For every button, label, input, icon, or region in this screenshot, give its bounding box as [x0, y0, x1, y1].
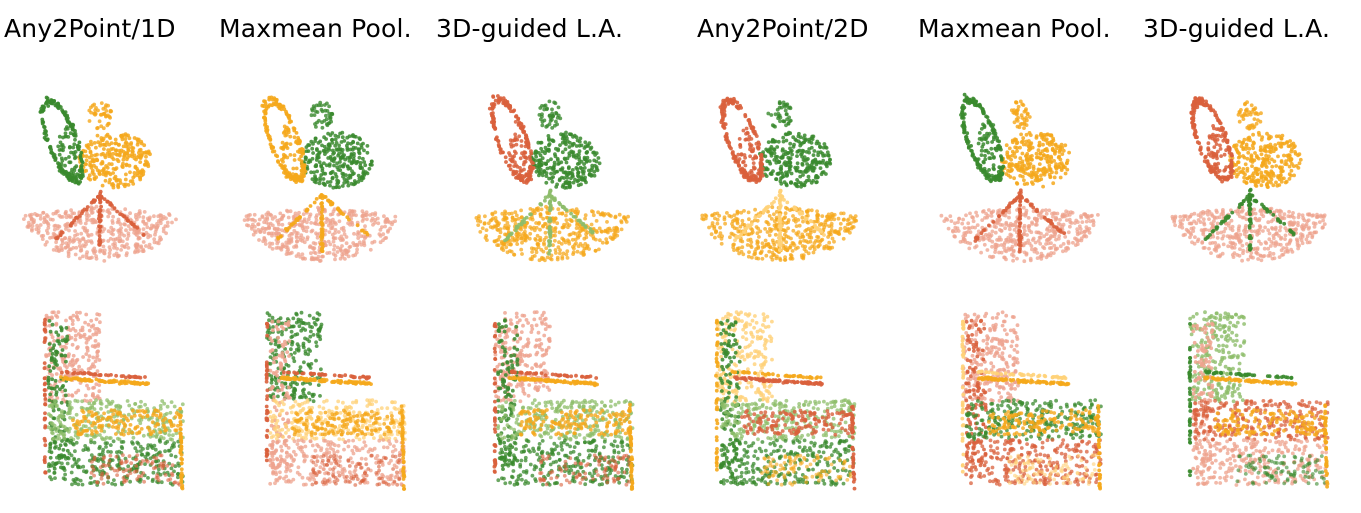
chair-point-cloud-6: [1171, 96, 1327, 262]
sofa-point-cloud-4: [714, 310, 857, 490]
chair-point-cloud-5: [940, 93, 1100, 263]
chair-point-cloud-1: [22, 96, 178, 263]
sofa-point-cloud-2: [265, 311, 407, 491]
chair-point-cloud-2: [243, 96, 397, 263]
sofa-point-cloud-5: [960, 310, 1102, 490]
sofa-point-cloud-3: [493, 310, 635, 491]
chair-point-cloud-4: [700, 97, 858, 262]
sofa-point-cloud-6: [1187, 310, 1329, 488]
sofa-point-cloud-1: [43, 310, 185, 490]
chair-point-cloud-3: [475, 94, 630, 262]
